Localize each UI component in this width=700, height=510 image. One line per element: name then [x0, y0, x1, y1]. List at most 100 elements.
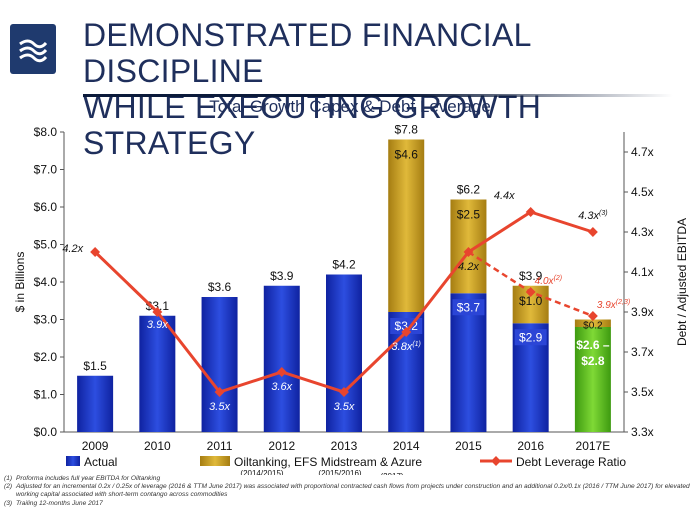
y-tick-label: $1.0: [34, 388, 58, 402]
y-tick-label: $5.0: [34, 238, 58, 252]
bar-acquisition: [574, 319, 611, 327]
y2-tick-label: 4.5x: [631, 185, 654, 199]
bar-actual: [326, 274, 362, 432]
ratio-point: [525, 207, 536, 217]
bar-actual: [201, 297, 238, 432]
data-label-estimate: $2.6 –: [576, 338, 610, 352]
y-tick-label: $0.0: [34, 425, 58, 439]
y-tick-label: $3.0: [34, 313, 58, 327]
footnote-text: Trailing 12-months June 2017: [16, 499, 103, 507]
adjusted-ratio-point: [525, 287, 536, 297]
y-tick-label: $4.0: [34, 275, 58, 289]
ratio-label-footnote: (3): [599, 210, 608, 217]
title-line-1: DEMONSTRATED FINANCIAL DISCIPLINE: [83, 17, 531, 89]
x-tick-label: 2016: [517, 439, 544, 453]
x-tick-label: 2012: [268, 439, 295, 453]
x-tick-label: 2009: [82, 439, 109, 453]
ratio-label: 3.9x: [147, 319, 168, 331]
chart-title: Total Growth Capex & Debt Leverage: [209, 97, 491, 116]
y-axis-title: $ in Billions: [13, 252, 27, 313]
bar-estimate: [574, 327, 611, 432]
y-tick-label: $2.0: [34, 350, 58, 364]
legend-label-actual: Actual: [84, 455, 117, 469]
footnote-number: (2): [4, 483, 13, 491]
data-label-total: $6.2: [457, 183, 481, 197]
y-tick-label: $6.0: [34, 200, 58, 214]
data-label-total: $3.1: [146, 299, 170, 313]
bar-actual: [139, 315, 176, 432]
footnote-number: (3): [4, 499, 13, 507]
y2-tick-label: 3.3x: [631, 425, 654, 439]
y2-tick-label: 3.7x: [631, 345, 654, 359]
ratio-label: 3.5x: [334, 401, 355, 413]
title-underline: [83, 94, 673, 97]
ratio-point: [90, 247, 101, 257]
data-label-actual: $2.9: [519, 330, 543, 344]
ratio-point: [214, 387, 225, 397]
adjusted-ratio-footnote: (2,3): [616, 299, 630, 306]
ratio-label: 4.2x: [458, 261, 479, 273]
adjusted-ratio-footnote: (2): [554, 275, 563, 282]
footnote: (3) Trailing 12-months June 2017: [4, 500, 694, 508]
ratio-point: [339, 387, 349, 397]
adjusted-ratio-label: 3.9x(2,3): [597, 299, 630, 311]
logo-mark-icon: [19, 39, 48, 63]
ratio-point: [276, 367, 287, 377]
y2-axis-title: Debt / Adjusted EBITDA: [675, 218, 689, 346]
ratio-label: 4.3x(3): [578, 210, 607, 222]
legend-swatch-ratio-marker: [491, 456, 501, 466]
ratio-label: 3.6x: [271, 381, 292, 393]
bar-actual: [77, 375, 114, 432]
bar-acquisition: [388, 139, 425, 312]
y2-tick-label: 4.3x: [631, 225, 654, 239]
data-label-actual: $3.7: [457, 300, 481, 314]
company-logo-icon: [10, 24, 56, 74]
footnote-text: Adjusted for an incremental 0.2x / 0.25x…: [16, 483, 690, 499]
x-tick-label: 2014: [393, 439, 420, 453]
y2-tick-label: 3.5x: [631, 385, 654, 399]
footnote-number: (1): [4, 475, 13, 482]
footnote: (2) Adjusted for an incremental 0.2x / 0.…: [4, 483, 694, 499]
adjusted-ratio-point: [587, 311, 598, 321]
x-tick-label: 2017E: [576, 439, 611, 453]
data-label-total: $3.9: [270, 269, 294, 283]
x-tick-label: 2011: [207, 439, 233, 453]
footnote-text: Proforma includes full year EBITDA for O…: [16, 475, 161, 482]
data-label-total: $7.8: [395, 123, 419, 137]
legend-year-note: (2014/2015): [240, 469, 283, 475]
data-label-total: $3.9: [519, 269, 543, 283]
adjusted-ratio-label: 4.0x(2): [535, 275, 562, 287]
x-tick-label: 2013: [331, 439, 358, 453]
ratio-label-footnote: (1): [412, 341, 421, 348]
ratio-label: 3.5x: [209, 401, 230, 413]
ratio-point: [401, 327, 412, 337]
label-box-actual: [514, 329, 547, 346]
data-label-acquisition: $1.0: [519, 294, 543, 308]
data-label-acquisition: $4.6: [395, 148, 419, 162]
capex-leverage-chart: Total Growth Capex & Debt Leverage $0.0 $1…: [13, 97, 689, 475]
y-tick-label: $7.0: [34, 163, 58, 177]
x-tick-label: 2015: [455, 439, 482, 453]
legend-swatch-actual: [66, 456, 80, 466]
footnote: (1) Proforma includes full year EBITDA fo…: [4, 475, 694, 483]
data-label-total: $1.5: [83, 359, 107, 373]
y2-tick-label: 3.9x: [631, 305, 654, 319]
data-label-estimate: $2.8: [581, 354, 605, 368]
footnotes: (1) Proforma includes full year EBITDA fo…: [4, 475, 694, 508]
legend-label-acquisition: Oiltanking, EFS Midstream & Azure: [234, 455, 422, 469]
ratio-point: [152, 307, 163, 317]
legend-year-note: (2017): [380, 472, 403, 475]
data-label-acquisition: $0.2: [583, 321, 603, 332]
ratio-label: 4.4x: [494, 190, 515, 202]
y-tick-label: $8.0: [34, 125, 58, 139]
data-label-acquisition: $2.5: [457, 208, 481, 222]
data-label-total: $4.2: [332, 258, 356, 272]
bar-actual: [263, 285, 300, 432]
ratio-label: 4.2x: [62, 243, 83, 255]
bar-acquisition: [450, 199, 487, 294]
bar-actual: [450, 293, 487, 432]
y2-tick-label: 4.1x: [631, 265, 654, 279]
label-box-actual: [452, 299, 485, 316]
legend-year-note: (2015/2016): [318, 469, 361, 475]
x-tick-label: 2010: [144, 439, 171, 453]
